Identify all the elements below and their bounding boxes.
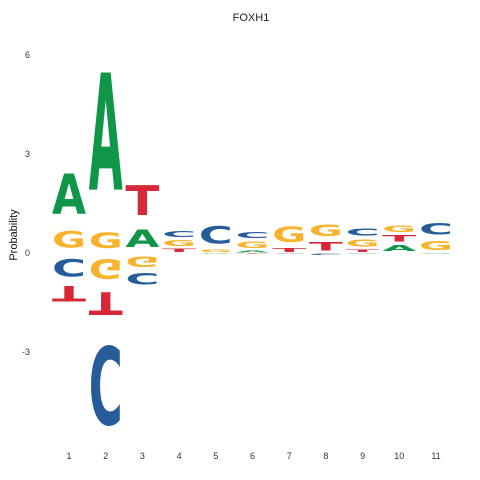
x-axis-ticks: 1 2 3 4 5 6 7 8 9 10 11	[66, 451, 440, 461]
logo-letter-C: C	[52, 253, 86, 281]
logo-letter-T: T	[52, 281, 86, 306]
y-tick-label: 0	[25, 248, 30, 258]
logo-letter-T: T	[125, 177, 159, 225]
logo-letter-G: G	[272, 222, 306, 247]
y-tick-label: 6	[25, 50, 30, 60]
logo-letter-G: G	[346, 238, 380, 249]
y-axis-label: Probability	[8, 209, 20, 261]
y-tick-label: 3	[25, 149, 30, 159]
logo-letter-C: C	[309, 253, 343, 255]
x-tick-label: 4	[177, 451, 182, 461]
logo-letter-T: T	[272, 247, 306, 253]
logo-letter-A: A	[382, 244, 417, 253]
x-tick-label: 3	[140, 451, 145, 461]
logo-letter-T: T	[309, 240, 343, 253]
logo-letter-C: C	[89, 320, 123, 445]
logo-letter-G: G	[382, 224, 416, 234]
logo-letter-A: A	[89, 41, 123, 228]
x-tick-label: 7	[287, 451, 292, 461]
y-tick-label: -3	[22, 347, 30, 357]
x-tick-label: 8	[323, 451, 328, 461]
logo-letter-A: A	[346, 253, 380, 254]
x-tick-label: 5	[213, 451, 218, 461]
logo-letter-A: A	[199, 253, 233, 254]
logo-letter-G: G	[199, 249, 233, 253]
logo-letter-T: T	[346, 249, 380, 253]
logo-letter-A: A	[52, 163, 86, 227]
logo-letter-G: G	[89, 228, 123, 253]
logo-letter-C: C	[272, 253, 306, 254]
logo-letter-G: G	[235, 240, 269, 251]
logo-letter-G: G	[52, 227, 86, 253]
logo-letter-A: A	[125, 226, 160, 254]
logo-letter-A: A	[419, 253, 453, 254]
logo-letter-G: G	[419, 239, 453, 254]
logo-letter-C: C	[235, 231, 269, 240]
logo-letter-T: T	[235, 253, 269, 254]
logo-letter-C: C	[125, 269, 159, 287]
x-tick-label: 6	[250, 451, 255, 461]
y-axis-ticks: -3 0 3 6	[22, 50, 30, 357]
logo-letter-A: A	[236, 250, 270, 253]
chart-title: FOXH1	[233, 12, 270, 24]
x-tick-label: 1	[66, 451, 71, 461]
logo-letter-G: G	[162, 239, 196, 248]
x-tick-label: 11	[431, 451, 440, 461]
logo-letter-G: G	[125, 253, 159, 269]
logo-letter-C: C	[346, 227, 380, 238]
logo-letter-C: C	[419, 221, 453, 239]
logo-letter-T: T	[89, 284, 124, 321]
x-tick-label: 9	[360, 451, 365, 461]
x-tick-label: 2	[103, 451, 108, 461]
logo-letter-T: T	[162, 248, 196, 253]
logo-letter-T: T	[382, 234, 417, 244]
logo-letter-C: C	[199, 221, 233, 249]
logo-letter-G: G	[89, 253, 123, 284]
x-tick-label: 10	[394, 451, 404, 461]
logo-letter-C: C	[162, 230, 196, 239]
logo-letter-G: G	[309, 222, 343, 240]
